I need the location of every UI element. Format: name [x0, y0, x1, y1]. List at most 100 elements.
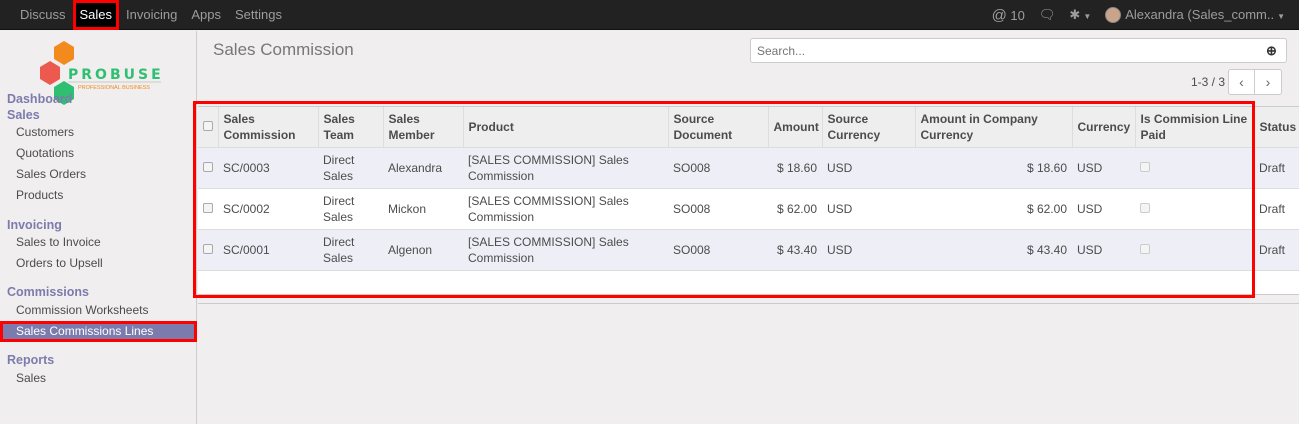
table-row[interactable]: SC/0003 Direct Sales Alexandra [SALES COMMI… — [198, 147, 1299, 189]
cell-sales-commission: SC/0002 — [218, 188, 318, 230]
row-checkbox[interactable] — [203, 161, 213, 172]
list-view: Sales Commission Sales Team Sales Member Pr… — [198, 106, 1299, 295]
cell-sales-team: Direct Sales — [318, 147, 383, 189]
cell-sales-member: Alexandra — [383, 147, 463, 189]
column-header-sales-team[interactable]: Sales Team — [318, 107, 384, 148]
at-icon: @ — [991, 6, 1007, 24]
pager-next-button[interactable]: › — [1255, 69, 1282, 95]
column-header-source-document[interactable]: Source Document — [668, 107, 769, 148]
systray: @ 10 🗨 ✱ ▼ Alexandra (Sales_comm.. ▼ — [992, 0, 1285, 30]
paid-checkbox — [1140, 161, 1150, 172]
page-title: Sales Commission — [213, 40, 354, 59]
mentions-button[interactable]: @ 10 — [991, 6, 1025, 24]
cell-status: Draft — [1254, 188, 1299, 230]
column-header-sales-commission[interactable]: Sales Commission — [218, 107, 319, 148]
sidebar-section-invoicing[interactable]: Invoicing — [7, 218, 62, 232]
cell-amount-in-company-currency: $ 18.60 — [915, 147, 1072, 189]
sidebar-item-sales-commissions-lines[interactable]: Sales Commissions Lines — [0, 321, 197, 342]
company-logo: PROBUSE PROFESSIONAL BUSINESS — [40, 41, 164, 105]
search-input[interactable] — [750, 38, 1287, 63]
cell-amount-in-company-currency: $ 43.40 — [915, 229, 1072, 271]
sidebar-item-sales-orders[interactable]: Sales Orders — [16, 167, 87, 181]
menu-apps[interactable]: Apps — [191, 7, 221, 22]
top-navbar: Discuss Sales Invoicing Apps Settings @ 10 🗨… — [0, 0, 1299, 30]
sidebar-item-customers[interactable]: Customers — [16, 125, 75, 139]
column-header-is-commision-line-paid[interactable]: Is Commision Line Paid — [1135, 107, 1255, 148]
cell-amount: $ 62.00 — [768, 188, 822, 230]
cell-status: Draft — [1254, 229, 1299, 271]
user-menu[interactable]: Alexandra (Sales_comm.. ▼ — [1105, 7, 1285, 24]
cell-currency: USD — [1072, 188, 1135, 230]
svg-text:PROBUSE: PROBUSE — [68, 67, 164, 83]
commission-lines-table: Sales Commission Sales Team Sales Member Pr… — [198, 107, 1299, 271]
cell-product: [SALES COMMISSION] Sales Commission — [463, 188, 668, 230]
cell-amount: $ 43.40 — [768, 229, 822, 271]
sidebar-item-products[interactable]: Products — [16, 188, 64, 202]
sidebar-section-reports[interactable]: Reports — [7, 353, 55, 367]
sidebar-section-dashboard[interactable]: Dashboard — [7, 92, 73, 106]
cell-product: [SALES COMMISSION] Sales Commission — [463, 229, 668, 271]
column-header-sales-member[interactable]: Sales Member — [383, 107, 464, 148]
pager-previous-button[interactable]: ‹ — [1228, 69, 1255, 95]
column-header-currency[interactable]: Currency — [1072, 107, 1136, 148]
select-all-cell — [198, 107, 219, 148]
cell-source-currency: USD — [822, 229, 915, 271]
cell-source-document: SO008 — [668, 229, 768, 271]
cell-is-commision-line-paid — [1135, 188, 1254, 230]
cell-currency: USD — [1072, 147, 1135, 189]
sidebar-item-commission-worksheets[interactable]: Commission Worksheets — [16, 303, 149, 317]
paid-checkbox — [1140, 202, 1150, 213]
sidebar-item-orders-to-upsell[interactable]: Orders to Upsell — [16, 256, 103, 270]
cell-sales-commission: SC/0001 — [218, 229, 318, 271]
column-header-product[interactable]: Product — [463, 107, 669, 148]
column-header-amount-in-company-currency[interactable]: Amount in Company Currency — [915, 107, 1073, 148]
cell-sales-team: Direct Sales — [318, 229, 383, 271]
column-header-source-currency[interactable]: Source Currency — [822, 107, 916, 148]
cell-currency: USD — [1072, 229, 1135, 271]
row-select-cell — [198, 229, 218, 271]
cell-source-document: SO008 — [668, 147, 768, 189]
avatar — [1105, 7, 1122, 24]
chat-icon[interactable]: 🗨 — [1038, 7, 1056, 22]
column-header-amount[interactable]: Amount — [768, 107, 823, 148]
debug-menu[interactable]: ✱ ▼ — [1069, 7, 1091, 23]
caret-down-icon: ▼ — [1277, 11, 1285, 21]
cell-amount: $ 18.60 — [768, 147, 822, 189]
row-checkbox[interactable] — [203, 202, 213, 213]
menu-sales[interactable]: Sales — [72, 0, 120, 30]
pager-value: 1-3 / 3 — [1191, 75, 1226, 89]
table-row[interactable]: SC/0002 Direct Sales Mickon [SALES COMMISSI… — [198, 188, 1299, 230]
sidebar-item-quotations[interactable]: Quotations — [16, 146, 75, 160]
row-select-cell — [198, 188, 218, 230]
sidebar: PROBUSE PROFESSIONAL BUSINESS Dashboard S… — [0, 31, 197, 424]
cell-product: [SALES COMMISSION] Sales Commission — [463, 147, 668, 189]
row-checkbox[interactable] — [203, 243, 213, 254]
caret-down-icon: ▼ — [1083, 12, 1092, 21]
app-menu: Discuss Sales Invoicing Apps Settings — [13, 0, 289, 30]
cell-sales-member: Mickon — [383, 188, 463, 230]
cell-sales-commission: SC/0003 — [218, 147, 318, 189]
menu-invoicing[interactable]: Invoicing — [126, 7, 178, 22]
search-zoom-icon[interactable]: ⊕ — [1266, 43, 1277, 58]
paid-checkbox — [1140, 243, 1150, 254]
column-header-status[interactable]: Status — [1254, 107, 1299, 148]
bug-icon: ✱ — [1069, 7, 1081, 22]
cell-is-commision-line-paid — [1135, 229, 1254, 271]
cell-amount-in-company-currency: $ 62.00 — [915, 188, 1072, 230]
sidebar-section-sales[interactable]: Sales — [7, 108, 40, 122]
divider — [198, 303, 1299, 304]
cell-sales-team: Direct Sales — [318, 188, 383, 230]
sidebar-item-sales[interactable]: Sales — [16, 371, 47, 385]
cell-source-document: SO008 — [668, 188, 768, 230]
menu-settings[interactable]: Settings — [235, 7, 282, 22]
cell-source-currency: USD — [822, 147, 915, 189]
sidebar-item-sales-to-invoice[interactable]: Sales to Invoice — [16, 235, 101, 249]
cell-is-commision-line-paid — [1135, 147, 1254, 189]
select-all-checkbox[interactable] — [203, 120, 213, 131]
table-row[interactable]: SC/0001 Direct Sales Algenon [SALES COMMISS… — [198, 229, 1299, 271]
cell-sales-member: Algenon — [383, 229, 463, 271]
cell-status: Draft — [1254, 147, 1299, 189]
menu-discuss[interactable]: Discuss — [20, 7, 66, 22]
cell-source-currency: USD — [822, 188, 915, 230]
sidebar-section-commissions[interactable]: Commissions — [7, 285, 89, 299]
